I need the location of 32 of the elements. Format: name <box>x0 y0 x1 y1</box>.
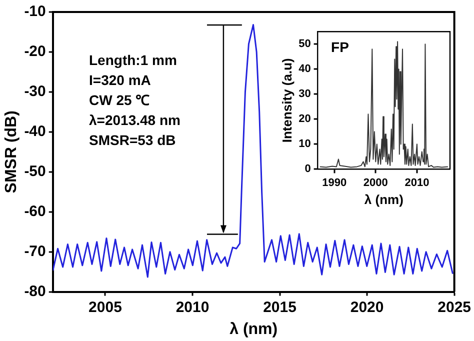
x-tick-label: 1990 <box>322 176 347 189</box>
y-tick-label: 10 <box>298 138 311 150</box>
y-tick-label: -10 <box>24 3 46 20</box>
y-tick-label: 20 <box>298 113 311 126</box>
y-axis-title: Intensity (a.u) <box>279 58 294 143</box>
x-tick-label: 2000 <box>363 176 388 189</box>
x-tick-label: 2020 <box>350 298 384 316</box>
x-tick-label: 2025 <box>438 298 472 316</box>
annotation: λ=2013.48 nm <box>89 112 180 128</box>
y-tick-label: -70 <box>24 242 46 260</box>
y-tick-label: 0 <box>304 163 311 176</box>
annotation: CW 25 ℃ <box>89 92 150 108</box>
y-tick-label: 50 <box>298 38 311 50</box>
annotation: I=320 mA <box>89 72 151 88</box>
annotation: FP <box>331 39 349 56</box>
x-axis-title: λ (nm) <box>364 192 404 207</box>
x-tick-label: 2010 <box>176 298 210 316</box>
y-tick-label: 30 <box>298 88 311 100</box>
annotation: Length:1 mm <box>89 52 177 68</box>
x-axis-title: λ (nm) <box>230 320 278 338</box>
y-tick-label: -40 <box>24 123 46 140</box>
y-tick-label: -30 <box>24 83 46 100</box>
annotation: SMSR=53 dB <box>89 132 176 148</box>
y-tick-label: -80 <box>24 282 46 300</box>
x-tick-label: 2010 <box>404 176 430 189</box>
y-axis-title: SMSR (dB) <box>3 110 20 194</box>
x-tick-label: 2015 <box>263 298 296 316</box>
x-tick-label: 2005 <box>88 298 122 316</box>
y-tick-label: -50 <box>24 163 46 180</box>
y-tick-label: -60 <box>24 203 46 220</box>
y-tick-label: 40 <box>298 63 311 76</box>
y-tick-label: -20 <box>24 43 46 60</box>
